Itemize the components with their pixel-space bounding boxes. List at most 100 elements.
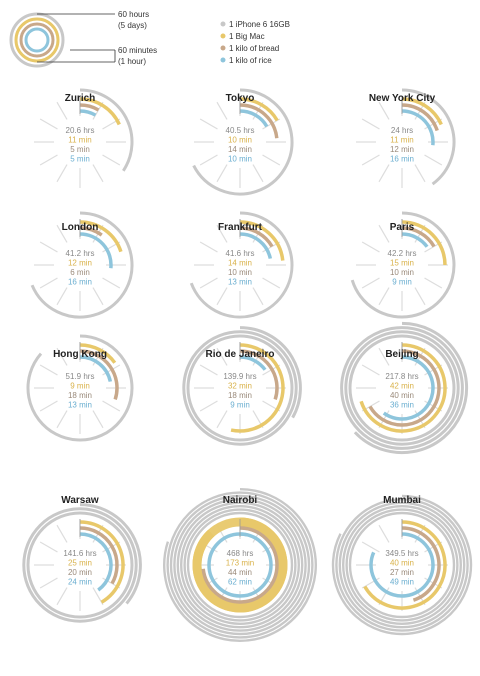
tick-rio-de-janeiro-11 (216, 347, 228, 366)
label-bigmac-london: 12 min (68, 259, 92, 268)
bigmac-arc-london (79, 220, 123, 253)
tick-warsaw-10 (39, 541, 58, 553)
iphone-arc-beijing (353, 321, 469, 455)
iphone-ring-nairobi-5 (169, 494, 311, 636)
rice-arc-new-york-city (401, 109, 435, 146)
bread-arc-new-york-city (401, 103, 439, 132)
label-bread-london: 6 min (70, 268, 90, 277)
tick-hong-kong-10 (39, 364, 58, 376)
label-rice-beijing: 36 min (390, 401, 414, 410)
iphone-ring-nairobi-6 (166, 491, 314, 639)
tick-paris-8 (361, 277, 380, 289)
tick-tokyo-5 (252, 164, 264, 183)
bread-arc-london (79, 226, 103, 237)
tick-new-york-city-5 (414, 164, 426, 183)
tick-warsaw-11 (56, 524, 68, 543)
label-rice-nairobi: 62 min (228, 578, 252, 587)
city-title-nairobi: Nairobi (223, 495, 258, 506)
rice-arc-mumbai (369, 532, 435, 598)
rice-arc-warsaw (79, 532, 113, 592)
tick-warsaw-5 (92, 587, 104, 606)
iphone-ring-beijing-1 (344, 330, 460, 446)
legend-key-ring-brown (19, 22, 55, 58)
label-rice-new-york-city: 16 min (390, 155, 414, 164)
label-iphone-warsaw: 141.6 hrs (63, 549, 96, 558)
bread-arc-rio-de-janeiro (239, 349, 279, 400)
bigmac-arc-tokyo (239, 97, 279, 122)
bigmac-arc-new-york-city (401, 97, 443, 126)
iphone-arc-tokyo (192, 88, 294, 196)
legend-inner-label-1: 60 minutes (118, 46, 157, 55)
tick-new-york-city-7 (378, 164, 390, 183)
tick-mumbai-10 (361, 541, 380, 553)
tick-tokyo-8 (199, 154, 218, 166)
iphone-ring-nairobi-2 (179, 505, 300, 626)
label-bigmac-zurich: 11 min (68, 136, 91, 145)
tick-tokyo-7 (216, 164, 228, 183)
iphone-arc-hong-kong (26, 334, 134, 442)
label-bread-zurich: 5 min (70, 145, 90, 154)
label-iphone-beijing: 217.8 hrs (385, 372, 418, 381)
tick-rio-de-janeiro-10 (199, 364, 218, 376)
legend-item-bigmac: 1 Big Mac (229, 32, 265, 41)
legend-item-iphone: 1 iPhone 6 16GB (229, 20, 290, 29)
city-title-frankfurt: Frankfurt (218, 222, 263, 233)
tick-rio-de-janeiro-7 (216, 410, 228, 429)
tick-warsaw-7 (56, 587, 68, 606)
tick-london-10 (39, 241, 58, 253)
tick-rio-de-janeiro-8 (199, 400, 218, 412)
tick-london-11 (56, 224, 68, 243)
tick-zurich-8 (39, 154, 58, 166)
tick-paris-4 (424, 277, 443, 289)
label-rice-hong-kong: 13 min (68, 401, 92, 410)
city-title-warsaw: Warsaw (61, 495, 99, 506)
tick-hong-kong-7 (56, 410, 68, 429)
iphone-ring-mumbai-4 (335, 498, 469, 632)
label-bigmac-hong-kong: 9 min (70, 382, 90, 391)
label-iphone-zurich: 20.6 hrs (66, 126, 95, 135)
iphone-arc-warsaw (79, 503, 142, 605)
label-bread-hong-kong: 18 min (68, 391, 92, 400)
label-bigmac-rio-de-janeiro: 32 min (228, 382, 252, 391)
tick-zurich-11 (56, 101, 68, 120)
legend-inner-label-2: (1 hour) (118, 57, 146, 66)
tick-new-york-city-4 (424, 154, 443, 166)
label-bread-tokyo: 14 min (228, 145, 252, 154)
city-title-zurich: Zurich (65, 93, 96, 104)
tick-warsaw-8 (39, 577, 58, 589)
label-bigmac-tokyo: 10 min (228, 136, 252, 145)
legend-item-bread: 1 kilo of bread (229, 44, 279, 53)
label-iphone-tokyo: 40.5 hrs (226, 126, 255, 135)
iphone-arc-rio-de-janeiro (239, 326, 302, 419)
label-bread-warsaw: 20 min (68, 568, 92, 577)
tick-london-4 (102, 277, 121, 289)
bigmac-arc-hong-kong (79, 343, 117, 364)
rice-arc-frankfurt (239, 232, 273, 259)
tick-frankfurt-4 (262, 277, 281, 289)
legend-swatch-bigmac (220, 33, 226, 39)
label-bread-new-york-city: 12 min (390, 145, 414, 154)
legend-outer-label-2: (5 days) (118, 21, 147, 30)
iphone-ring-beijing-2 (340, 326, 464, 450)
tick-paris-5 (414, 287, 426, 306)
iphone-arc-london (30, 211, 134, 319)
label-rice-frankfurt: 13 min (228, 278, 252, 287)
tick-zurich-5 (92, 164, 104, 183)
label-bigmac-mumbai: 40 min (390, 559, 414, 568)
bread-arc-paris (401, 226, 436, 248)
tick-london-8 (39, 277, 58, 289)
tick-hong-kong-11 (56, 347, 68, 366)
iphone-ring-mumbai-3 (338, 501, 466, 629)
iphone-arc-frankfurt (189, 211, 294, 319)
label-rice-zurich: 5 min (70, 155, 90, 164)
iphone-ring-nairobi-0 (186, 511, 294, 619)
label-bigmac-frankfurt: 14 min (228, 259, 252, 268)
legend-key-ring-blue (24, 27, 50, 53)
tick-frankfurt-11 (216, 224, 228, 243)
